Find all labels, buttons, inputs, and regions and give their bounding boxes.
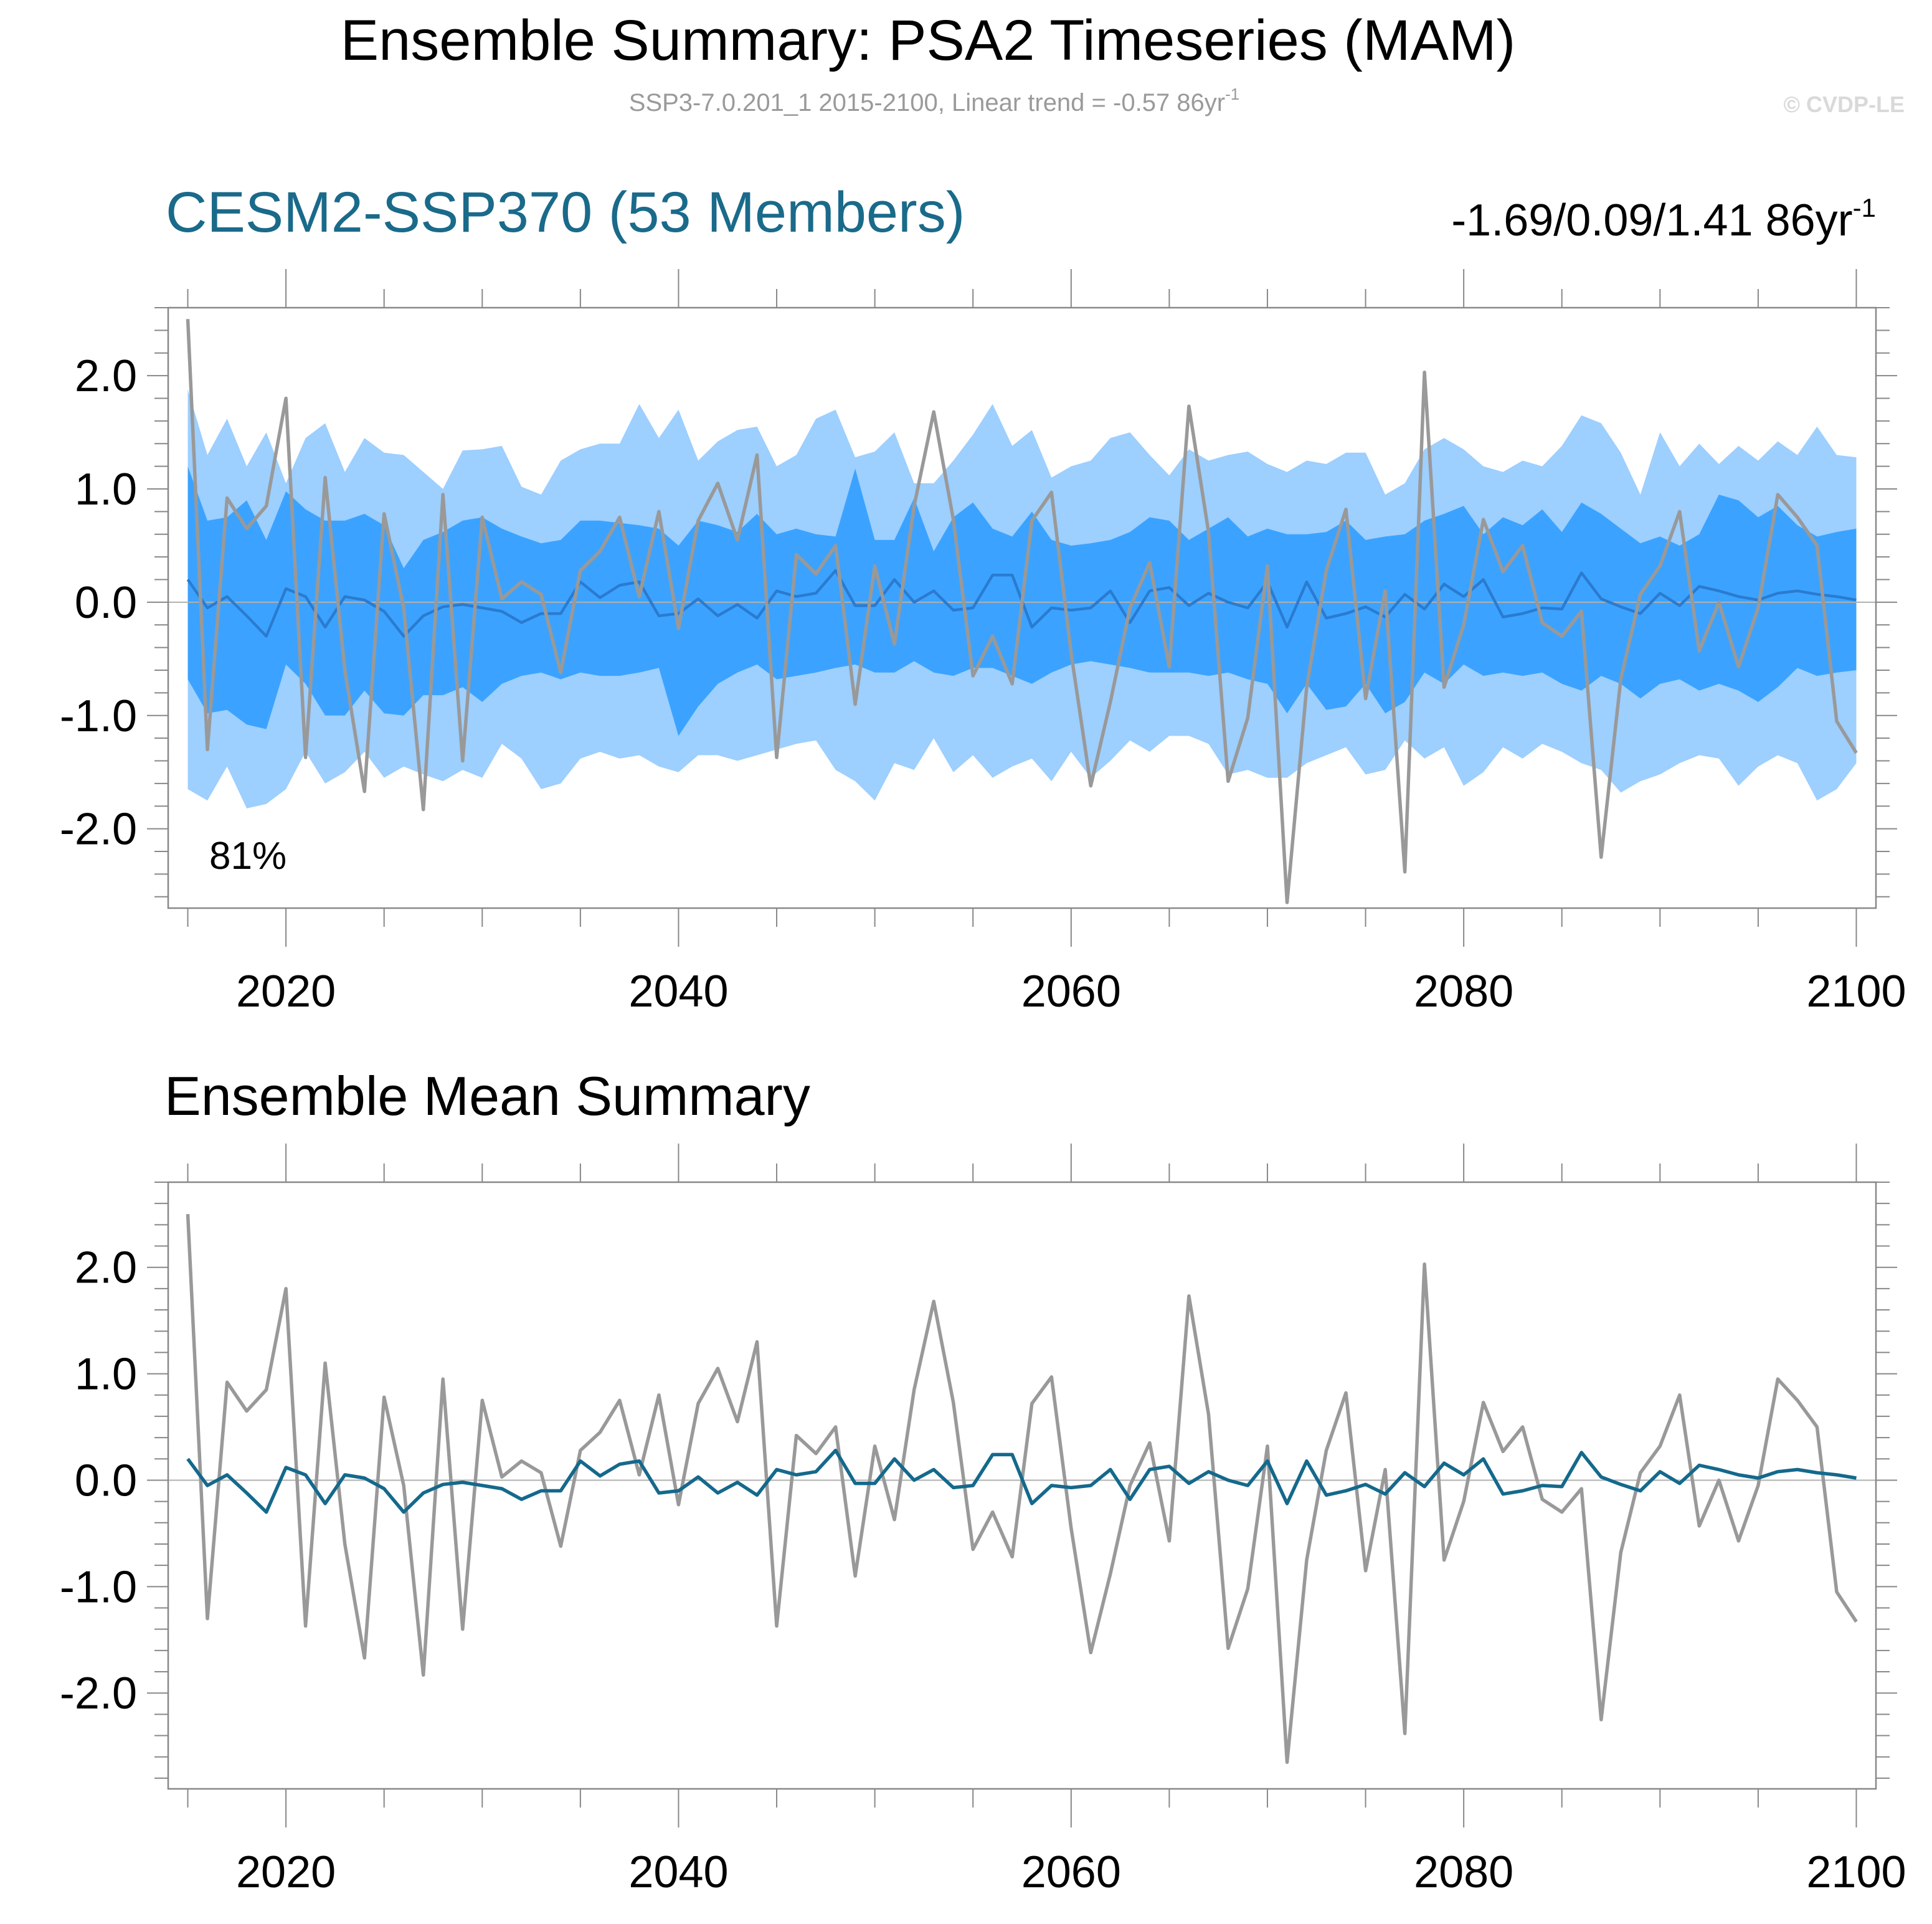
ensemble-mean-line [186, 1448, 1857, 1514]
y-tick-label: -2.0 [60, 1669, 137, 1718]
figure-title: Ensemble Summary: PSA2 Timeseries (MAM) [341, 9, 1515, 72]
bottom-panel: -2.0 -1.0 0.0 1.0 2.0 2020 2040 2060 2080 2100 [60, 1144, 1906, 1897]
trend-superscript: -1 [1853, 193, 1876, 222]
x-tick-label: 2100 [1806, 1847, 1906, 1897]
x-tick-label: 2040 [628, 1847, 728, 1897]
top-axes-layer: -2.0 -1.0 0.0 1.0 2.0 2020 2040 2060 2080 2100 [60, 269, 1906, 1016]
top-panel: -2.0 -1.0 0.0 1.0 2.0 2020 2040 2060 2080 2100 81… [60, 269, 1906, 1016]
subtitle-superscript: -1 [1225, 85, 1239, 103]
top-panel-trend: -1.69/0.09/1.41 86yr-1 [1451, 193, 1876, 245]
plot-frame [167, 1181, 1877, 1790]
x-tick-label: 2020 [236, 967, 336, 1016]
bottom-axes-layer: -2.0 -1.0 0.0 1.0 2.0 2020 2040 2060 2080 2100 [60, 1144, 1906, 1897]
trend-text: -1.69/0.09/1.41 86yr [1451, 196, 1852, 245]
bottom-lines-layer [186, 1214, 1858, 1765]
y-tick-label: -1.0 [60, 1562, 137, 1612]
y-tick-label: 0.0 [75, 1456, 137, 1505]
y-tick-label: 1.0 [75, 1350, 137, 1400]
percent-annotation: 81% [209, 835, 286, 878]
figure-subtitle: SSP3-7.0.201_1 2015-2100, Linear trend =… [629, 85, 1239, 116]
x-tick-label: 2080 [1414, 967, 1513, 1016]
y-tick-label: 2.0 [75, 1243, 137, 1293]
y-tick-label: -1.0 [60, 691, 137, 741]
observed-line [186, 319, 1858, 904]
x-tick-label: 2100 [1806, 967, 1906, 1016]
y-tick-label: 1.0 [75, 465, 137, 514]
plot-frame [167, 306, 1877, 909]
x-tick-label: 2060 [1021, 1847, 1121, 1897]
subtitle-text: SSP3-7.0.201_1 2015-2100, Linear trend =… [629, 89, 1225, 116]
top-lines-layer [186, 319, 1858, 904]
y-tick-label: -2.0 [60, 805, 137, 855]
y-tick-label: 0.0 [75, 578, 137, 628]
x-tick-label: 2040 [628, 967, 728, 1016]
copyright-label: © CVDP-LE [1783, 92, 1905, 117]
x-tick-label: 2080 [1414, 1847, 1513, 1897]
x-tick-label: 2020 [236, 1847, 336, 1897]
y-tick-label: 2.0 [75, 351, 137, 401]
top-panel-title: CESM2-SSP370 (53 Members) [166, 181, 965, 244]
bottom-panel-title: Ensemble Mean Summary [164, 1065, 810, 1127]
x-tick-label: 2060 [1021, 967, 1121, 1016]
